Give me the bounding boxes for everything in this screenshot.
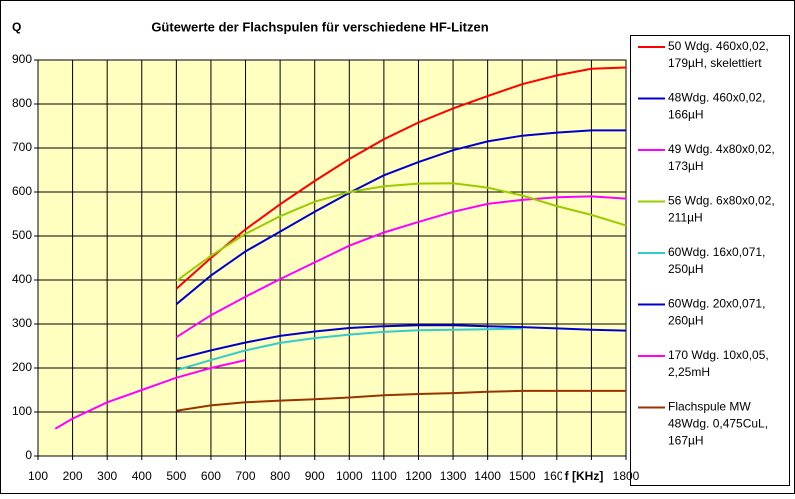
- y-tick-label: 700: [12, 140, 32, 154]
- x-tick-label: 1400: [474, 469, 501, 483]
- y-tick-label: 900: [12, 52, 32, 66]
- legend-label: 173µH: [668, 159, 704, 173]
- x-tick-label: 900: [305, 469, 325, 483]
- series-line: [175, 182, 627, 282]
- series-line: [54, 359, 246, 430]
- series-line: [175, 129, 626, 305]
- x-tick-label: 200: [63, 469, 83, 483]
- y-axis-label: Q: [12, 20, 21, 34]
- legend-label: 179µH, skelettiert: [668, 56, 762, 70]
- y-tick-label: 400: [12, 272, 32, 286]
- legend-label: 167µH: [668, 434, 704, 448]
- legend-label: 260µH: [668, 314, 704, 328]
- legend-box: [630, 35, 790, 486]
- y-tick-label: 300: [12, 316, 32, 330]
- y-tick-label: 100: [12, 404, 32, 418]
- series-line: [175, 66, 627, 290]
- series-line: [175, 195, 627, 339]
- x-tick-label: 800: [270, 469, 290, 483]
- legend-label: 48Wdg. 460x0,02,: [668, 91, 765, 105]
- legend-label: Flachspule MW: [668, 400, 751, 414]
- y-tick-label: 800: [12, 96, 32, 110]
- x-tick-label: 300: [97, 469, 117, 483]
- legend-label: 60Wdg. 16x0,071,: [668, 245, 765, 259]
- y-tick-label: 600: [12, 184, 32, 198]
- legend-label: 50 Wdg. 460x0,02,: [668, 39, 769, 53]
- series-line: [176, 327, 523, 372]
- x-tick-label: 600: [201, 469, 221, 483]
- legend-label: 211µH: [668, 211, 703, 225]
- legend-label: 2,25mH: [668, 365, 710, 379]
- x-tick-label: 400: [132, 469, 152, 483]
- x-label-bg: [562, 468, 606, 486]
- y-tick-label: 0: [25, 448, 32, 462]
- legend-label: 250µH: [668, 262, 704, 276]
- legend-label: 170 Wdg. 10x0,05,: [668, 348, 769, 362]
- x-tick-label: 1800: [613, 469, 640, 483]
- legend-label: 56 Wdg. 6x80x0,02,: [668, 194, 775, 208]
- y-tick-label: 500: [12, 228, 32, 242]
- series-line: [176, 389, 626, 412]
- legend-label: 166µH: [668, 108, 704, 122]
- x-tick-label: 700: [236, 469, 256, 483]
- chart-title: Gütewerte der Flachspulen für verschiede…: [151, 19, 488, 34]
- x-tick-label: 500: [166, 469, 186, 483]
- y-tick-label: 200: [12, 360, 32, 374]
- x-tick-label: 100: [28, 469, 48, 483]
- x-tick-label: 1500: [509, 469, 536, 483]
- x-tick-label: 1300: [440, 469, 467, 483]
- legend-label: 48Wdg. 0,475CuL,: [668, 417, 768, 431]
- legend-label: 60Wdg. 20x0,071,: [668, 297, 765, 311]
- series-line: [176, 324, 627, 361]
- x-tick-label: 1200: [405, 469, 432, 483]
- x-tick-label: 1000: [336, 469, 363, 483]
- legend-label: 49 Wdg. 4x80x0,02,: [668, 142, 775, 156]
- x-tick-label: 1100: [371, 469, 397, 483]
- x-axis-label: f [KHz]: [565, 469, 604, 483]
